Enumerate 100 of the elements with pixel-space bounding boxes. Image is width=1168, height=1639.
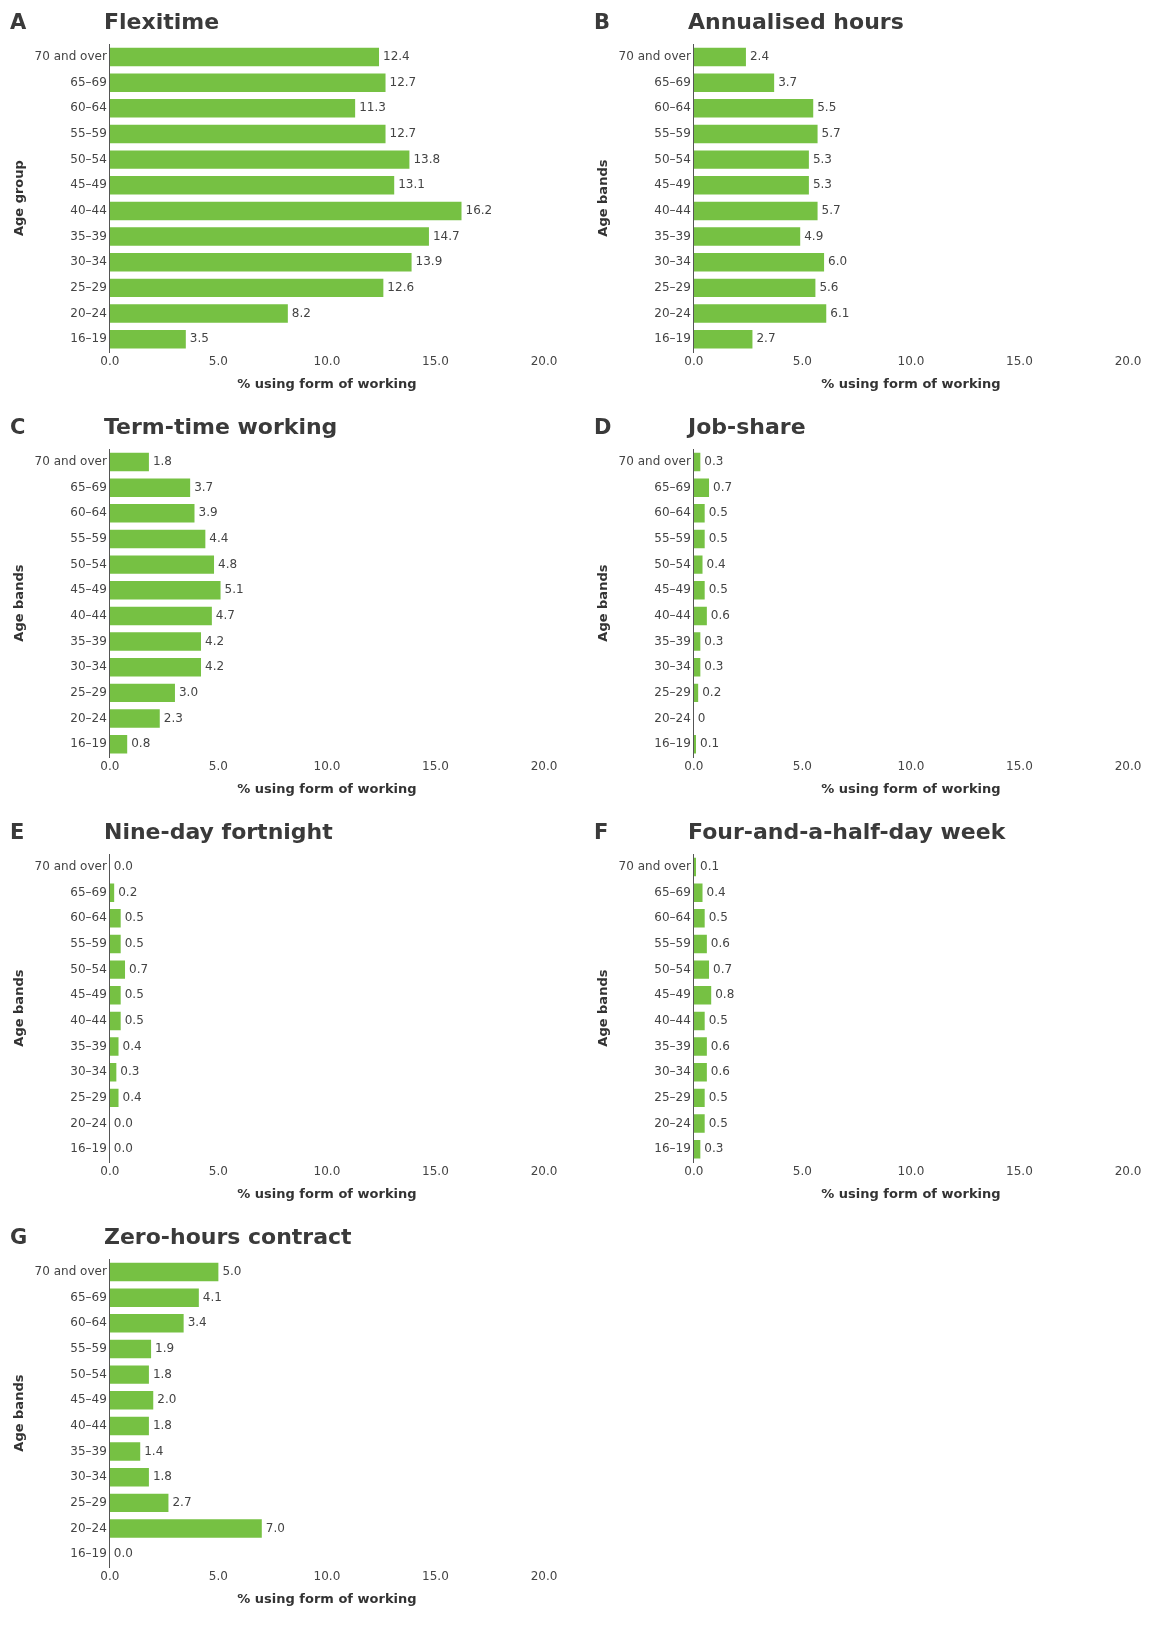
y-tick-label: 60–64 <box>70 910 107 925</box>
y-tick-label: 20–24 <box>654 710 691 725</box>
data-label: 13.1 <box>398 177 425 192</box>
data-label: 0.4 <box>706 556 726 571</box>
data-label: 4.1 <box>202 1289 222 1304</box>
y-tick-label: 45–49 <box>70 177 107 192</box>
data-label: 1.8 <box>152 1418 172 1433</box>
data-label: 0.3 <box>704 1141 724 1156</box>
text: F <box>593 820 610 844</box>
bar <box>109 709 160 728</box>
chart-title: Term-time working <box>104 414 338 439</box>
bar <box>109 657 202 677</box>
bar <box>109 1519 262 1538</box>
data-label: 5.5 <box>817 100 837 115</box>
y-tick-label: 25–29 <box>70 280 107 294</box>
data-label: 0.5 <box>124 910 144 925</box>
bar <box>109 329 186 349</box>
data-label: 0.5 <box>124 987 144 1002</box>
x-tick-label: 10.0 <box>313 1569 341 1584</box>
y-tick-label: 35–39 <box>654 228 691 243</box>
data-label: 0.5 <box>708 1013 728 1028</box>
y-tick-label: 45–49 <box>70 1392 107 1407</box>
x-tick-label: 10.0 <box>897 1164 925 1179</box>
data-label: 4.7 <box>215 608 235 623</box>
data-label: 0.7 <box>713 479 733 494</box>
text: B <box>593 10 611 34</box>
data-label: 6.0 <box>828 254 848 269</box>
x-tick-label: 10.0 <box>897 759 925 774</box>
y-tick-label: 20–24 <box>70 305 107 320</box>
data-label: 0.0 <box>113 1141 133 1156</box>
data-label: 2.7 <box>756 331 776 346</box>
bar <box>109 1011 121 1031</box>
bar <box>109 632 202 651</box>
x-tick-label: 5.0 <box>208 759 228 774</box>
y-tick-label: 65–69 <box>70 479 107 494</box>
bar <box>109 1062 117 1082</box>
y-tick-label: 60–64 <box>654 505 691 520</box>
bar <box>693 99 814 118</box>
data-label: 4.8 <box>218 556 238 571</box>
data-label: 1.8 <box>152 454 172 469</box>
x-tick-label: 5.0 <box>792 759 812 774</box>
chart-title: Annualised hours <box>688 9 904 34</box>
x-tick-label: 5.0 <box>208 1569 228 1584</box>
bar <box>109 1088 119 1108</box>
bar <box>109 478 191 497</box>
y-tick-label: 30–34 <box>654 254 691 269</box>
y-tick-label: 55–59 <box>654 531 691 546</box>
bar <box>109 278 384 298</box>
bar <box>693 201 818 221</box>
y-tick-label: 16–19 <box>70 736 107 751</box>
bar <box>109 1391 154 1410</box>
x-axis-title: % using form of working <box>237 1590 417 1606</box>
data-label: 0.6 <box>710 936 730 951</box>
x-tick-label: 15.0 <box>1006 354 1033 369</box>
data-label: 5.0 <box>222 1264 242 1279</box>
data-label: 1.8 <box>152 1366 172 1381</box>
bar <box>109 252 412 272</box>
y-tick-label: 40–44 <box>70 1013 107 1028</box>
data-label: 0 <box>697 710 706 725</box>
y-tick-label: 70 and over <box>34 49 107 64</box>
data-label: 0.8 <box>715 987 735 1002</box>
data-label: 0.4 <box>122 1090 142 1104</box>
bar <box>693 124 818 144</box>
bar <box>109 150 410 169</box>
bar <box>109 529 206 549</box>
y-tick-label: 55–59 <box>70 1341 107 1356</box>
y-tick-label: 50–54 <box>654 151 691 166</box>
chart-title: Zero-hours contract <box>104 1224 352 1249</box>
y-tick-label: 40–44 <box>70 203 107 218</box>
bar <box>109 176 395 195</box>
bar <box>109 1314 184 1333</box>
bar <box>109 1416 149 1436</box>
y-tick-label: 60–64 <box>654 910 691 925</box>
y-tick-label: 55–59 <box>654 126 691 141</box>
data-label: 3.0 <box>178 685 199 699</box>
y-tick-label: 65–69 <box>70 884 107 899</box>
y-tick-label: 35–39 <box>70 1038 107 1053</box>
data-label: 0.5 <box>708 1090 728 1104</box>
x-tick-label: 15.0 <box>1006 759 1033 774</box>
y-tick-label: 65–69 <box>654 884 691 899</box>
x-tick-label: 10.0 <box>313 759 341 774</box>
y-tick-label: 55–59 <box>654 936 691 951</box>
y-tick-label: 55–59 <box>70 126 107 141</box>
data-label: 1.9 <box>155 1341 175 1356</box>
data-label: 0.1 <box>700 859 720 874</box>
bar <box>109 124 386 144</box>
y-axis-title: Age bands <box>595 564 611 642</box>
y-tick-label: 30–34 <box>654 659 691 674</box>
y-tick-label: 16–19 <box>70 1141 107 1156</box>
y-tick-label: 70 and over <box>34 1264 107 1279</box>
y-tick-label: 60–64 <box>70 505 107 520</box>
bar <box>109 304 288 323</box>
data-label: 0.5 <box>708 1115 728 1130</box>
y-tick-label: 40–44 <box>70 608 107 623</box>
y-axis-title: Age bands <box>11 564 27 642</box>
data-label: 0.6 <box>710 608 730 623</box>
bar <box>109 1288 199 1307</box>
y-tick-label: 25–29 <box>654 685 691 699</box>
chart-title: Nine-day fortnight <box>104 819 333 844</box>
y-axis-title: Age bands <box>11 969 27 1047</box>
